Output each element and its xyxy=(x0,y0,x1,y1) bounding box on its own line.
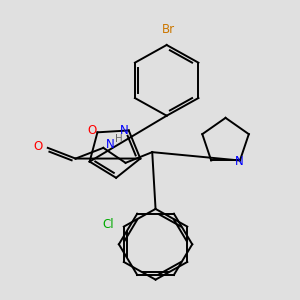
Text: O: O xyxy=(33,140,42,153)
Text: Cl: Cl xyxy=(102,218,114,231)
Text: H: H xyxy=(115,134,123,144)
Text: Br: Br xyxy=(162,23,176,36)
Text: N: N xyxy=(234,155,243,168)
Text: N: N xyxy=(106,138,114,151)
Text: N: N xyxy=(120,124,129,137)
Text: O: O xyxy=(87,124,97,137)
